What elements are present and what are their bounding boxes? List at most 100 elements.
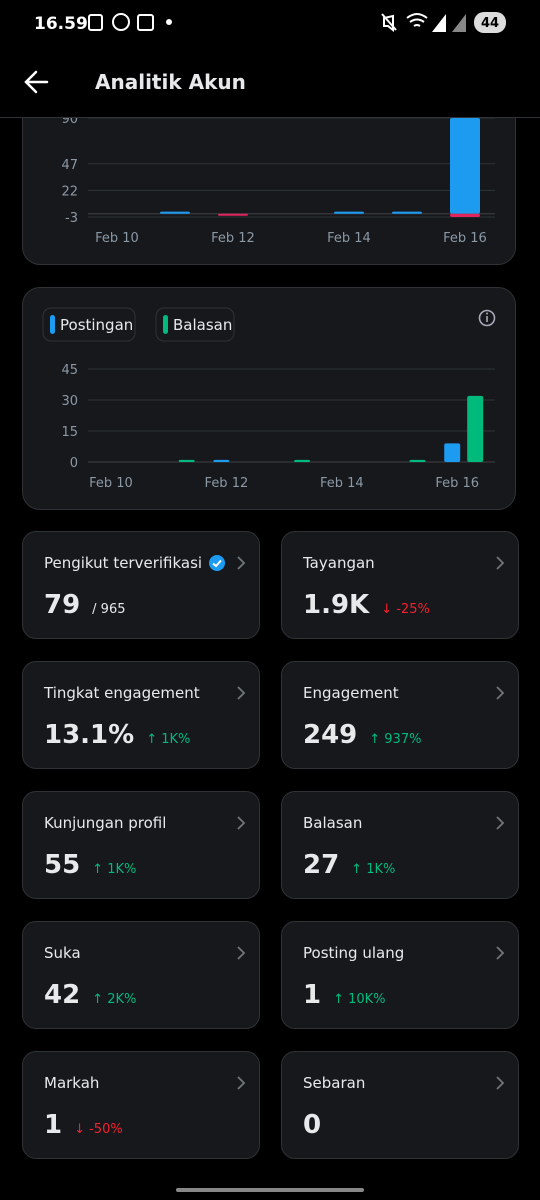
metric-card[interactable]: Tingkat engagement 13.1% ↑ 1K% <box>22 661 260 769</box>
y-tick-label: 15 <box>61 425 78 440</box>
whatsapp-icon <box>112 13 130 31</box>
card-label: Posting ulang <box>303 944 405 962</box>
metric-card[interactable]: Posting ulang 1 ↑ 10K% <box>281 921 519 1029</box>
chart-panel <box>22 118 516 265</box>
chart-panel <box>22 287 516 510</box>
x-tick-label: Feb 10 <box>89 476 133 491</box>
bar <box>450 213 480 217</box>
status-icons: 16.59 44 <box>34 12 506 34</box>
chevron <box>496 816 505 830</box>
chevron <box>237 556 246 570</box>
bar <box>218 213 248 216</box>
home-indicator <box>176 1188 364 1192</box>
y-tick-label: -3 <box>65 211 78 226</box>
scroll-content: -3 22 47 90 Feb 10 Feb 12 Feb 14 Feb 16 0 15 30 45 F… <box>0 118 540 1200</box>
bar <box>467 395 484 462</box>
metric-card[interactable]: Balasan 27 ↑ 1K% <box>281 791 519 899</box>
card-value: 13.1% <box>44 720 135 750</box>
chevron <box>496 556 505 570</box>
y-tick-label: 47 <box>61 158 78 173</box>
dot-icon <box>166 19 172 25</box>
card-label: Kunjungan profil <box>44 814 167 832</box>
bar <box>294 459 311 462</box>
info-icon[interactable] <box>478 309 496 327</box>
metric-card[interactable]: Kunjungan profil 55 ↑ 1K% <box>22 791 260 899</box>
header-bar: Analitik Akun <box>24 70 246 94</box>
mute-icon <box>381 13 397 33</box>
metric-card[interactable]: Engagement 249 ↑ 937% <box>281 661 519 769</box>
chevron <box>237 686 246 700</box>
x-tick-label: Feb 12 <box>211 231 255 246</box>
card-value: 0 <box>303 1110 322 1140</box>
y-tick-label: 0 <box>70 456 78 471</box>
bar <box>392 211 422 214</box>
metric-card[interactable]: Suka 42 ↑ 2K% <box>22 921 260 1029</box>
y-tick-label: 30 <box>61 394 78 409</box>
card-label: Tayangan <box>303 554 375 572</box>
metric-card[interactable]: Pengikut terverifikasi 79 / 965 <box>22 531 260 639</box>
card-value: 27 <box>303 850 340 880</box>
notification-icon <box>88 14 103 31</box>
x-tick-label: Feb 16 <box>443 231 487 246</box>
card-value: 1 <box>303 980 322 1010</box>
status-bar: 16.59 44 <box>0 0 540 46</box>
card-change: ↓ -50% <box>74 1122 123 1137</box>
bar <box>450 118 480 214</box>
metric-card[interactable]: Tayangan 1.9K ↓ -25% <box>281 531 519 639</box>
legend-chip[interactable] <box>42 307 136 342</box>
y-tick-label: 90 <box>61 118 78 127</box>
chevron <box>237 1076 246 1090</box>
metric-card[interactable]: Markah 1 ↓ -50% <box>22 1051 260 1159</box>
charts: -3 22 47 90 Feb 10 Feb 12 Feb 14 Feb 16 0 15 30 45 F… <box>42 118 496 491</box>
legend-swatch <box>163 315 168 334</box>
card-value: 1.9K <box>303 590 370 620</box>
battery-level: 44 <box>481 16 499 31</box>
x-tick-label: Feb 14 <box>320 476 364 491</box>
legend-label: Postingan <box>60 316 133 334</box>
card-label: Tingkat engagement <box>44 684 200 702</box>
card-value: 249 <box>303 720 358 750</box>
chevron <box>496 686 505 700</box>
x-tick-label: Feb 10 <box>95 231 139 246</box>
signal-icon <box>432 14 446 32</box>
bar <box>444 443 461 462</box>
card-change: ↑ 2K% <box>92 992 137 1007</box>
card-change: ↑ 1K% <box>146 732 191 747</box>
verified-badge <box>209 555 226 571</box>
card-value: 1 <box>44 1110 63 1140</box>
card-value: 42 <box>44 980 81 1010</box>
chevron <box>237 946 246 960</box>
bar <box>334 211 364 214</box>
legend-swatch <box>50 315 55 334</box>
card-change: ↑ 1K% <box>351 862 396 877</box>
back-button[interactable] <box>24 70 49 94</box>
wifi-icon <box>406 13 428 27</box>
bar <box>160 211 190 214</box>
card-value: 79 <box>44 590 81 620</box>
card-label: Pengikut terverifikasi <box>44 554 203 572</box>
card-change: ↑ 937% <box>369 732 422 747</box>
x-tick-label: Feb 12 <box>205 476 249 491</box>
legend-label: Balasan <box>173 316 232 334</box>
card-change: ↑ 1K% <box>92 862 137 877</box>
signal-icon-2 <box>452 14 466 32</box>
x-tick-label: Feb 14 <box>327 231 371 246</box>
card-label: Engagement <box>303 684 399 702</box>
battery <box>474 12 506 33</box>
bar <box>178 459 195 462</box>
metric-card[interactable]: Sebaran 0 <box>281 1051 519 1159</box>
card-total: / 965 <box>92 602 126 617</box>
card-label: Sebaran <box>303 1074 366 1092</box>
app-header: Analitik Akun <box>0 46 540 118</box>
card-label: Balasan <box>303 814 363 832</box>
screenshot-icon <box>137 14 154 31</box>
legend <box>42 307 235 342</box>
card-label: Markah <box>44 1074 100 1092</box>
card-change: ↓ -25% <box>381 602 430 617</box>
clock: 16.59 <box>34 14 88 34</box>
page-title: Analitik Akun <box>95 70 246 94</box>
y-tick-label: 45 <box>61 363 78 378</box>
legend-chip[interactable] <box>155 307 235 342</box>
chevron <box>237 816 246 830</box>
